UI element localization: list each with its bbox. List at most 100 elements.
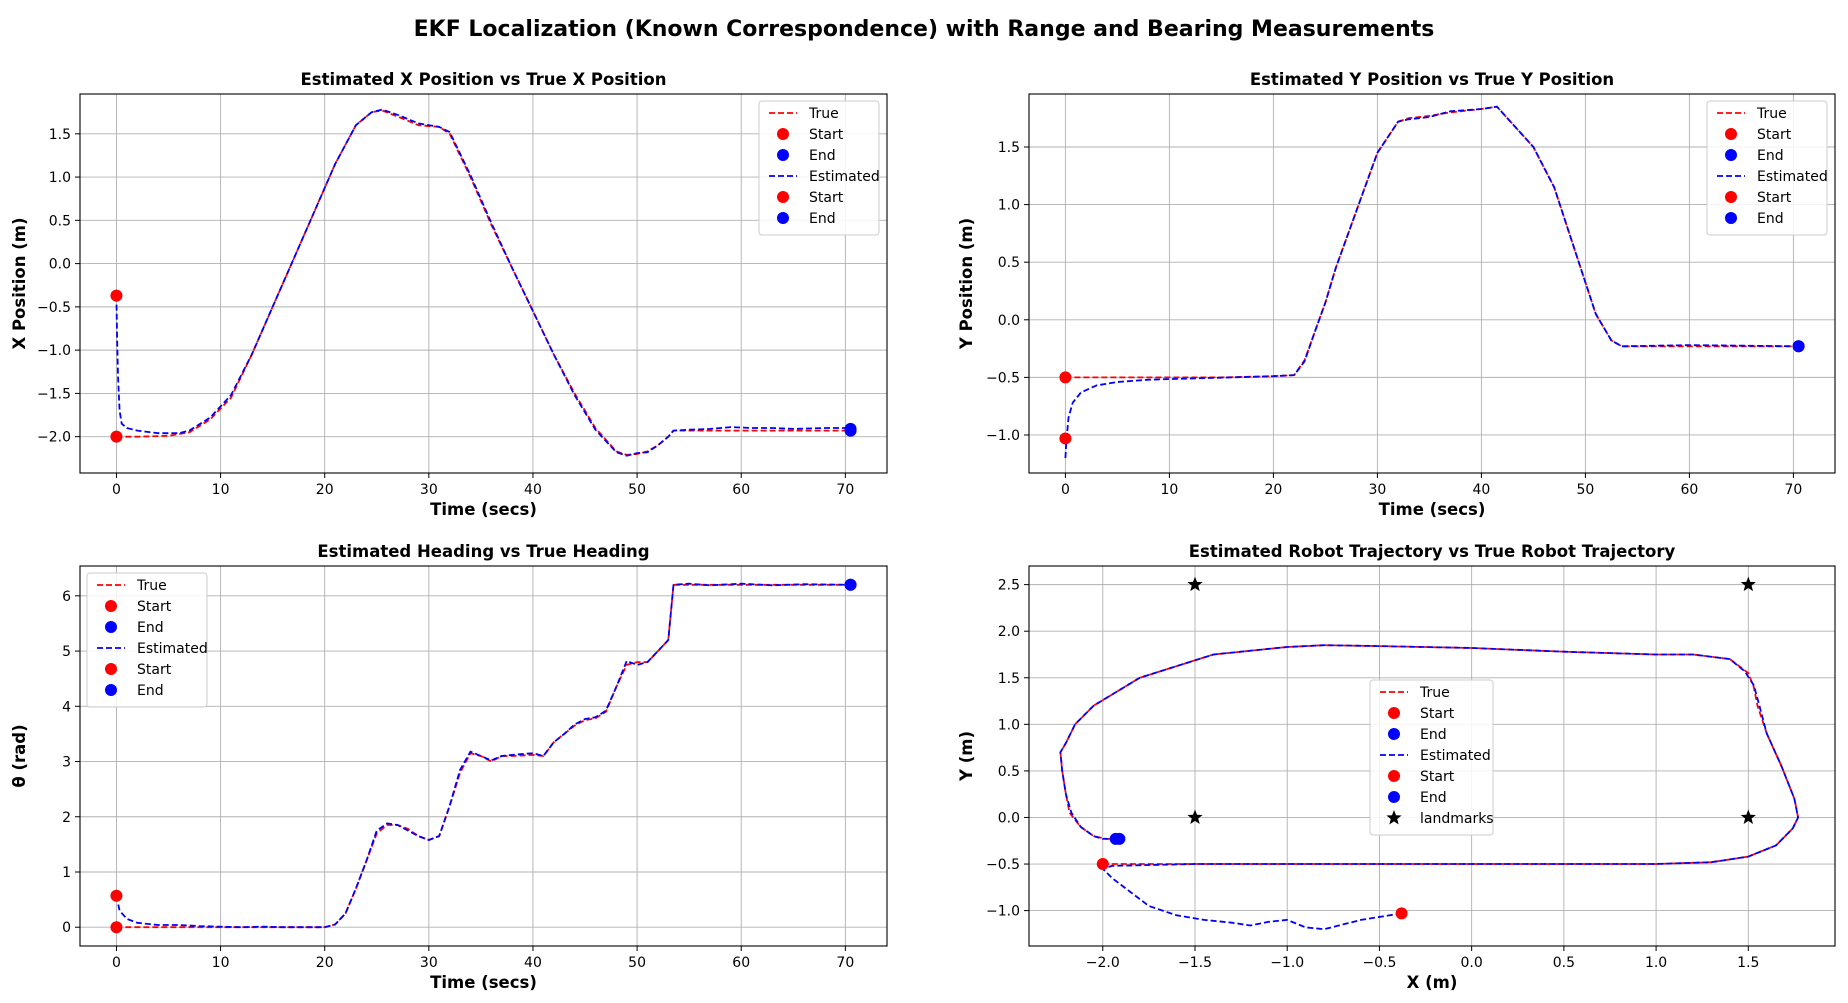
y-tick-label: −1.0 <box>986 904 1020 920</box>
series-line-true <box>116 583 851 929</box>
x-vs-time-xlabel: Time (secs) <box>430 500 537 519</box>
series-line-true <box>1065 105 1799 379</box>
y-vs-time-axes: 0 10 20 30 40 50 60 70 −1.0 −0.5 0.0 0.5 1.0 1.5 Estim… <box>957 70 1836 519</box>
y-tick-label: 1.5 <box>998 140 1020 156</box>
legend-label: End <box>1757 148 1784 164</box>
heading-vs-time-plot-area <box>115 582 851 929</box>
x-tick-label: 0.5 <box>1553 955 1575 971</box>
x-tick-label: 50 <box>628 955 646 971</box>
x-tick-label: 60 <box>1680 482 1698 498</box>
x-tick-label: 10 <box>212 482 230 498</box>
legend-handle-start <box>1388 707 1400 719</box>
trajectory-xlabel: X (m) <box>1407 973 1458 992</box>
y-tick-label: 1 <box>62 865 71 881</box>
y-tick-label: 1.5 <box>49 127 71 143</box>
legend-handle-start <box>1388 770 1400 782</box>
x-tick-label: −1.5 <box>1178 955 1212 971</box>
x-tick-label: 0.0 <box>1461 955 1483 971</box>
start-marker-estimated <box>1395 907 1408 920</box>
x-tick-label: 20 <box>316 955 334 971</box>
y-tick-label: 5 <box>62 644 71 660</box>
y-tick-label: 2 <box>62 810 71 826</box>
x-tick-label: 1.5 <box>1737 955 1759 971</box>
x-vs-time-axes: 0 10 20 30 40 50 60 70 −2.0 −1.5 −1.0 −0.5 0.0 0.5 1.0… <box>10 70 888 519</box>
x-tick-label: 70 <box>836 955 854 971</box>
legend-label: Estimated <box>1420 748 1491 764</box>
x-tick-label: 1.0 <box>1645 955 1667 971</box>
end-marker-estimated <box>844 578 857 591</box>
heading-vs-time-legend: True Start End Estimated Start End <box>86 572 208 708</box>
series-line-estimated <box>115 108 851 457</box>
landmark-star <box>1187 576 1203 592</box>
legend-label: End <box>809 211 836 227</box>
legend-handle-end <box>1725 212 1737 224</box>
y-vs-time-frame <box>1028 93 1836 474</box>
x-tick-label: 50 <box>1576 482 1594 498</box>
y-tick-label: 2.5 <box>998 578 1020 594</box>
trajectory-axes: −2.0 −1.5 −1.0 −0.5 0.0 0.5 1.0 1.5 −1.0 −0.5 0.0 0… <box>957 542 1836 992</box>
x-vs-time-title: Estimated X Position vs True X Position <box>301 70 667 89</box>
legend-label: Start <box>137 662 172 678</box>
y-tick-label: 0.5 <box>998 764 1020 780</box>
x-tick-label: 0 <box>112 955 121 971</box>
legend-label: landmarks <box>1420 811 1494 827</box>
x-tick-label: 0 <box>1061 482 1070 498</box>
x-tick-label: 70 <box>1784 482 1802 498</box>
heading-vs-time-xlabel: Time (secs) <box>430 973 537 992</box>
trajectory-frame <box>1028 565 1836 947</box>
end-marker-estimated <box>844 422 857 435</box>
x-tick-label: −0.5 <box>1362 955 1396 971</box>
y-tick-label: 0.5 <box>998 255 1020 271</box>
legend-handle-end <box>777 149 789 161</box>
x-tick-label: 20 <box>1264 482 1282 498</box>
legend-label: Estimated <box>1757 169 1828 185</box>
x-tick-label: 40 <box>524 482 542 498</box>
legend-label: Start <box>809 190 844 206</box>
y-tick-label: 0 <box>62 920 71 936</box>
start-marker-true <box>110 921 123 934</box>
legend-handle-end <box>1388 728 1400 740</box>
x-tick-label: 10 <box>212 955 230 971</box>
legend-handle-end <box>1388 791 1400 803</box>
legend-label: End <box>1420 790 1447 806</box>
landmark-star <box>1740 576 1756 592</box>
x-tick-label: 60 <box>732 955 750 971</box>
legend-label: End <box>809 148 836 164</box>
start-marker-estimated <box>110 289 123 302</box>
trajectory-legend: True Start End Estimated Start End landmarks <box>1369 679 1494 836</box>
heading-vs-time-axes: 0 10 20 30 40 50 60 70 0 1 2 3 4 5 6 Estimated Heading … <box>10 542 888 992</box>
trajectory-plot-area <box>1059 644 1799 931</box>
y-tick-label: 1.0 <box>49 170 71 186</box>
legend-label: True <box>1419 685 1450 701</box>
x-tick-label: 60 <box>732 482 750 498</box>
legend-label: Start <box>1420 769 1455 785</box>
x-vs-time-plot-area <box>115 108 851 457</box>
legend-handle-start <box>105 663 117 675</box>
legend-label: True <box>136 578 167 594</box>
y-vs-time-xlabel: Time (secs) <box>1379 500 1486 519</box>
legend-handle-landmarks <box>1386 810 1402 825</box>
end-marker-estimated <box>1113 832 1126 845</box>
heading-vs-time-ylabel: θ (rad) <box>10 724 29 787</box>
series-line-estimated <box>1064 105 1799 459</box>
y-tick-label: −1.0 <box>37 343 71 359</box>
y-vs-time-ylabel: Y Position (m) <box>957 218 976 350</box>
series-line-true <box>116 109 851 456</box>
y-tick-label: 0.0 <box>998 810 1020 826</box>
x-tick-label: 40 <box>524 955 542 971</box>
legend-label: End <box>137 683 164 699</box>
end-marker-estimated <box>1792 340 1805 353</box>
landmark-star <box>1187 809 1203 824</box>
y-tick-label: −1.0 <box>986 428 1020 444</box>
legend-handle-end <box>105 684 117 696</box>
start-marker-true <box>1059 371 1072 384</box>
x-tick-label: −2.0 <box>1086 955 1120 971</box>
y-vs-time-legend: True Start End Estimated Start End <box>1706 100 1828 236</box>
legend-label: True <box>808 106 839 122</box>
x-vs-time-ylabel: X Position (m) <box>10 217 29 349</box>
landmark-star <box>1740 809 1756 824</box>
figure-title: EKF Localization (Known Correspondence) … <box>414 17 1435 42</box>
y-tick-label: 1.5 <box>998 671 1020 687</box>
legend-label: End <box>1757 211 1784 227</box>
